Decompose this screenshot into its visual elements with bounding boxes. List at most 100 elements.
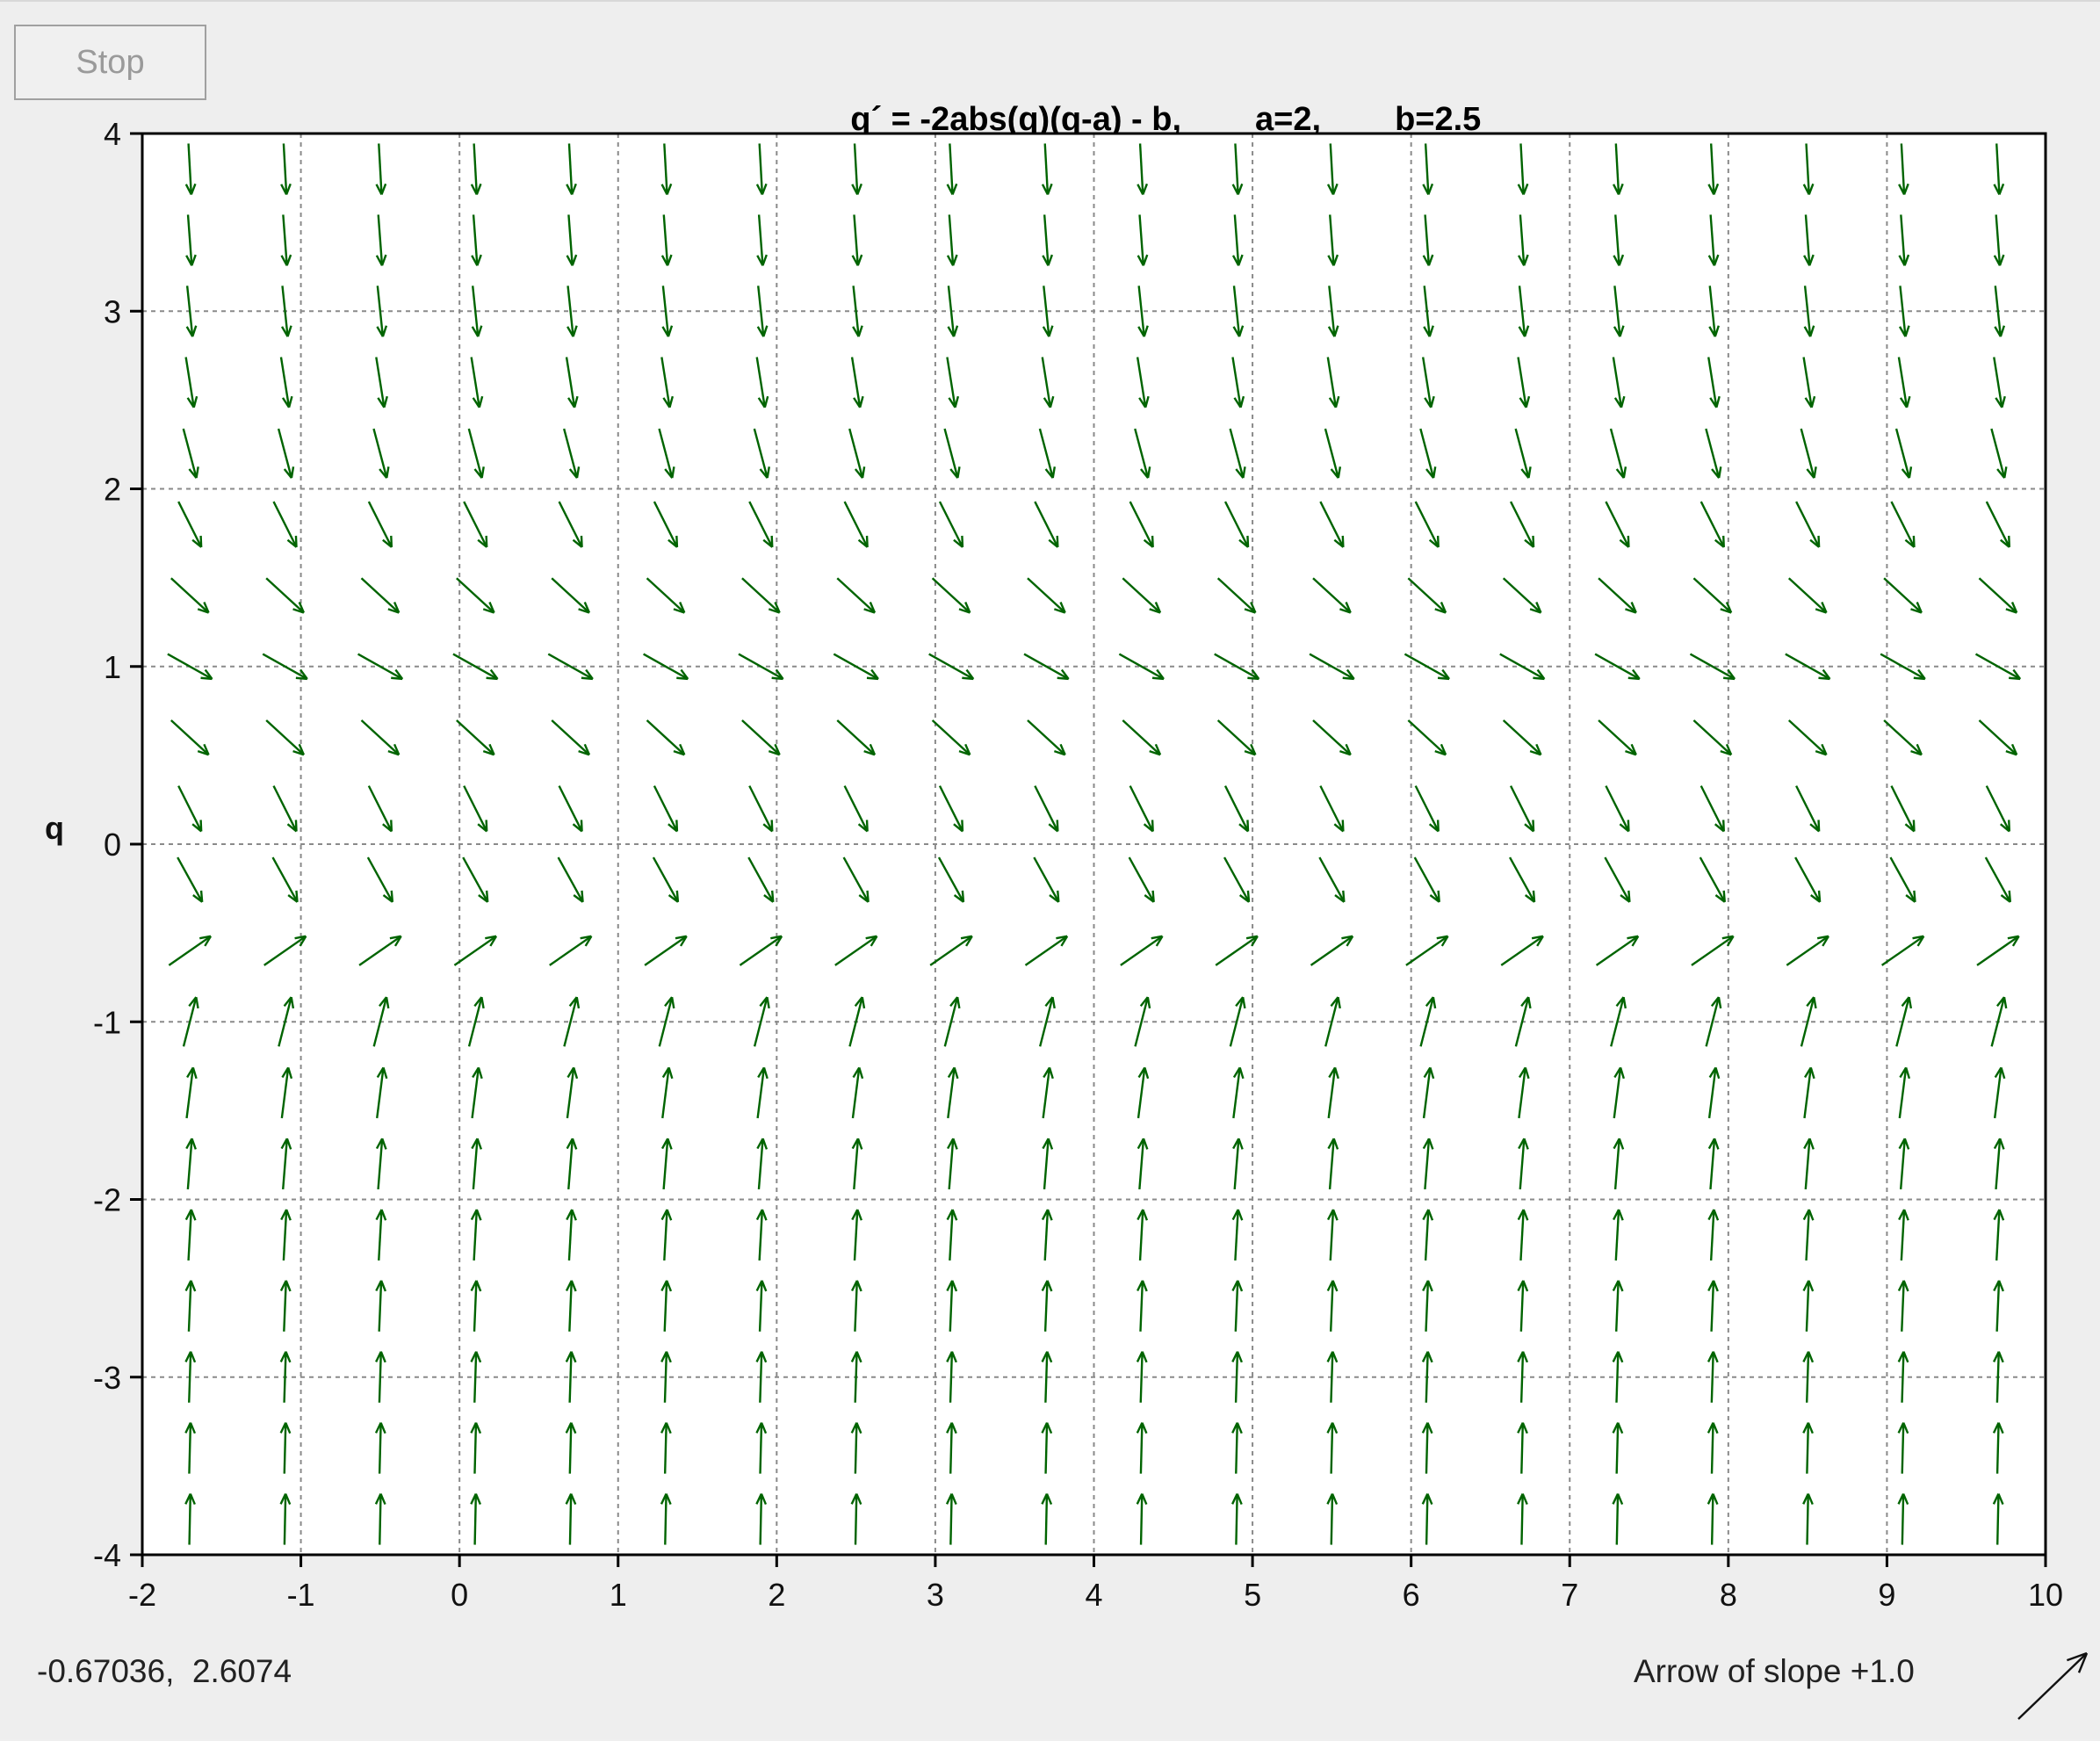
slope-arrow (1042, 1066, 1054, 1119)
slope-arrow (1605, 785, 1630, 833)
slope-arrow (263, 935, 307, 966)
slope-arrow (1890, 501, 1916, 548)
slope-arrow (167, 653, 213, 681)
x-tick-label: 9 (1878, 1577, 1895, 1613)
slope-arrow (1407, 719, 1447, 756)
slope-arrow (470, 1422, 482, 1474)
slope-arrow (1137, 1280, 1148, 1332)
slope-arrow (1990, 996, 2008, 1047)
x-tick-label: -2 (128, 1577, 156, 1613)
slope-arrow (1802, 1209, 1815, 1261)
slope-arrow (470, 1209, 482, 1261)
slope-arrow (177, 501, 203, 548)
slope-arrow (471, 1138, 483, 1190)
slope-arrow (1514, 996, 1532, 1047)
slope-arrow (1324, 428, 1342, 479)
slope-arrow (1612, 1493, 1624, 1545)
slope-arrow (566, 1138, 578, 1190)
slope-arrow (850, 357, 864, 408)
slope-arrow (943, 996, 961, 1047)
slope-arrow (1613, 214, 1625, 266)
slope-arrow (836, 719, 877, 756)
slope-arrow (1134, 996, 1151, 1047)
slope-arrow (265, 577, 305, 614)
slope-arrow (1802, 1493, 1814, 1545)
slope-arrow (1422, 1280, 1433, 1332)
slope-arrow (660, 1422, 672, 1474)
slope-arrow (1118, 653, 1165, 681)
slope-arrow (755, 1209, 768, 1261)
stop-button[interactable]: Stop (14, 25, 206, 100)
slope-arrow (848, 996, 866, 1047)
x-tick-label: 5 (1244, 1577, 1261, 1613)
slope-arrow (748, 501, 774, 548)
slope-arrow (1795, 501, 1821, 548)
slope-arrow (1319, 785, 1345, 833)
slope-arrow (1231, 1422, 1243, 1474)
slope-arrow (1803, 214, 1815, 266)
slope-arrow (755, 357, 769, 408)
slope-arrow (660, 1351, 672, 1403)
slope-arrow (946, 214, 958, 266)
y-tick-label: -2 (93, 1182, 121, 1218)
slope-arrow (1612, 1422, 1624, 1474)
slope-arrow (1880, 653, 1926, 681)
slope-arrow (1414, 785, 1440, 833)
slope-arrow (470, 1493, 481, 1545)
slope-arrow (1993, 1280, 2004, 1332)
slope-arrow (1707, 1422, 1719, 1474)
slope-arrow (1992, 1493, 2004, 1545)
slope-arrow (1517, 1209, 1529, 1261)
slope-arrow (281, 285, 292, 337)
slope-arrow (1985, 785, 2011, 833)
slope-arrow (360, 719, 401, 756)
x-tick-label: -1 (287, 1577, 315, 1613)
slope-arrow (741, 577, 781, 614)
x-tick-label: 6 (1403, 1577, 1420, 1613)
slope-arrow (660, 1280, 673, 1332)
x-tick-label: 0 (451, 1577, 468, 1613)
slope-arrow (1707, 1138, 1720, 1190)
slope-arrow (851, 1138, 863, 1190)
slope-arrow (753, 996, 770, 1047)
slope-arrow (1231, 1209, 1244, 1261)
slope-arrow (1612, 1280, 1624, 1332)
slope-arrow (1216, 577, 1257, 614)
slope-arrow (739, 935, 783, 966)
slope-arrow (1327, 214, 1339, 266)
slope-arrow (741, 719, 781, 756)
slope-arrow (1502, 719, 1542, 756)
slope-arrow (1594, 653, 1641, 681)
slope-arrow (1978, 577, 2018, 614)
slope-arrow (1897, 357, 1911, 408)
slope-arrow (467, 996, 485, 1047)
slope-arrow (755, 143, 768, 195)
slope-arrow (563, 428, 581, 479)
slope-arrow (1034, 501, 1059, 548)
slope-arrow (1128, 856, 1155, 903)
slope-arrow (928, 653, 975, 681)
slope-arrow (563, 996, 581, 1047)
slope-arrow (566, 143, 577, 195)
slope-arrow (358, 935, 402, 966)
slope-arrow (1023, 653, 1070, 681)
slope-arrow (1993, 357, 2006, 408)
slope-arrow (1707, 1493, 1719, 1545)
slope-arrow (851, 214, 863, 266)
slope-arrow (1613, 1138, 1625, 1190)
slope-arrow (1897, 1422, 1909, 1474)
slope-arrow (1894, 428, 1913, 479)
slope-arrow (833, 653, 879, 681)
slope-arrow (643, 653, 689, 681)
slope-arrow (1137, 285, 1149, 337)
slope-arrow (375, 357, 388, 408)
slope-arrow (1880, 935, 1925, 966)
slope-arrow (653, 785, 679, 833)
slope-arrow (1604, 856, 1631, 903)
slope-arrow (375, 1280, 386, 1332)
cursor-coordinate-readout: -0.67036, 2.6074 (37, 1653, 292, 1689)
slope-arrow (1802, 1280, 1815, 1332)
slope-arrow (1041, 357, 1055, 408)
slope-arrow (851, 1066, 864, 1119)
